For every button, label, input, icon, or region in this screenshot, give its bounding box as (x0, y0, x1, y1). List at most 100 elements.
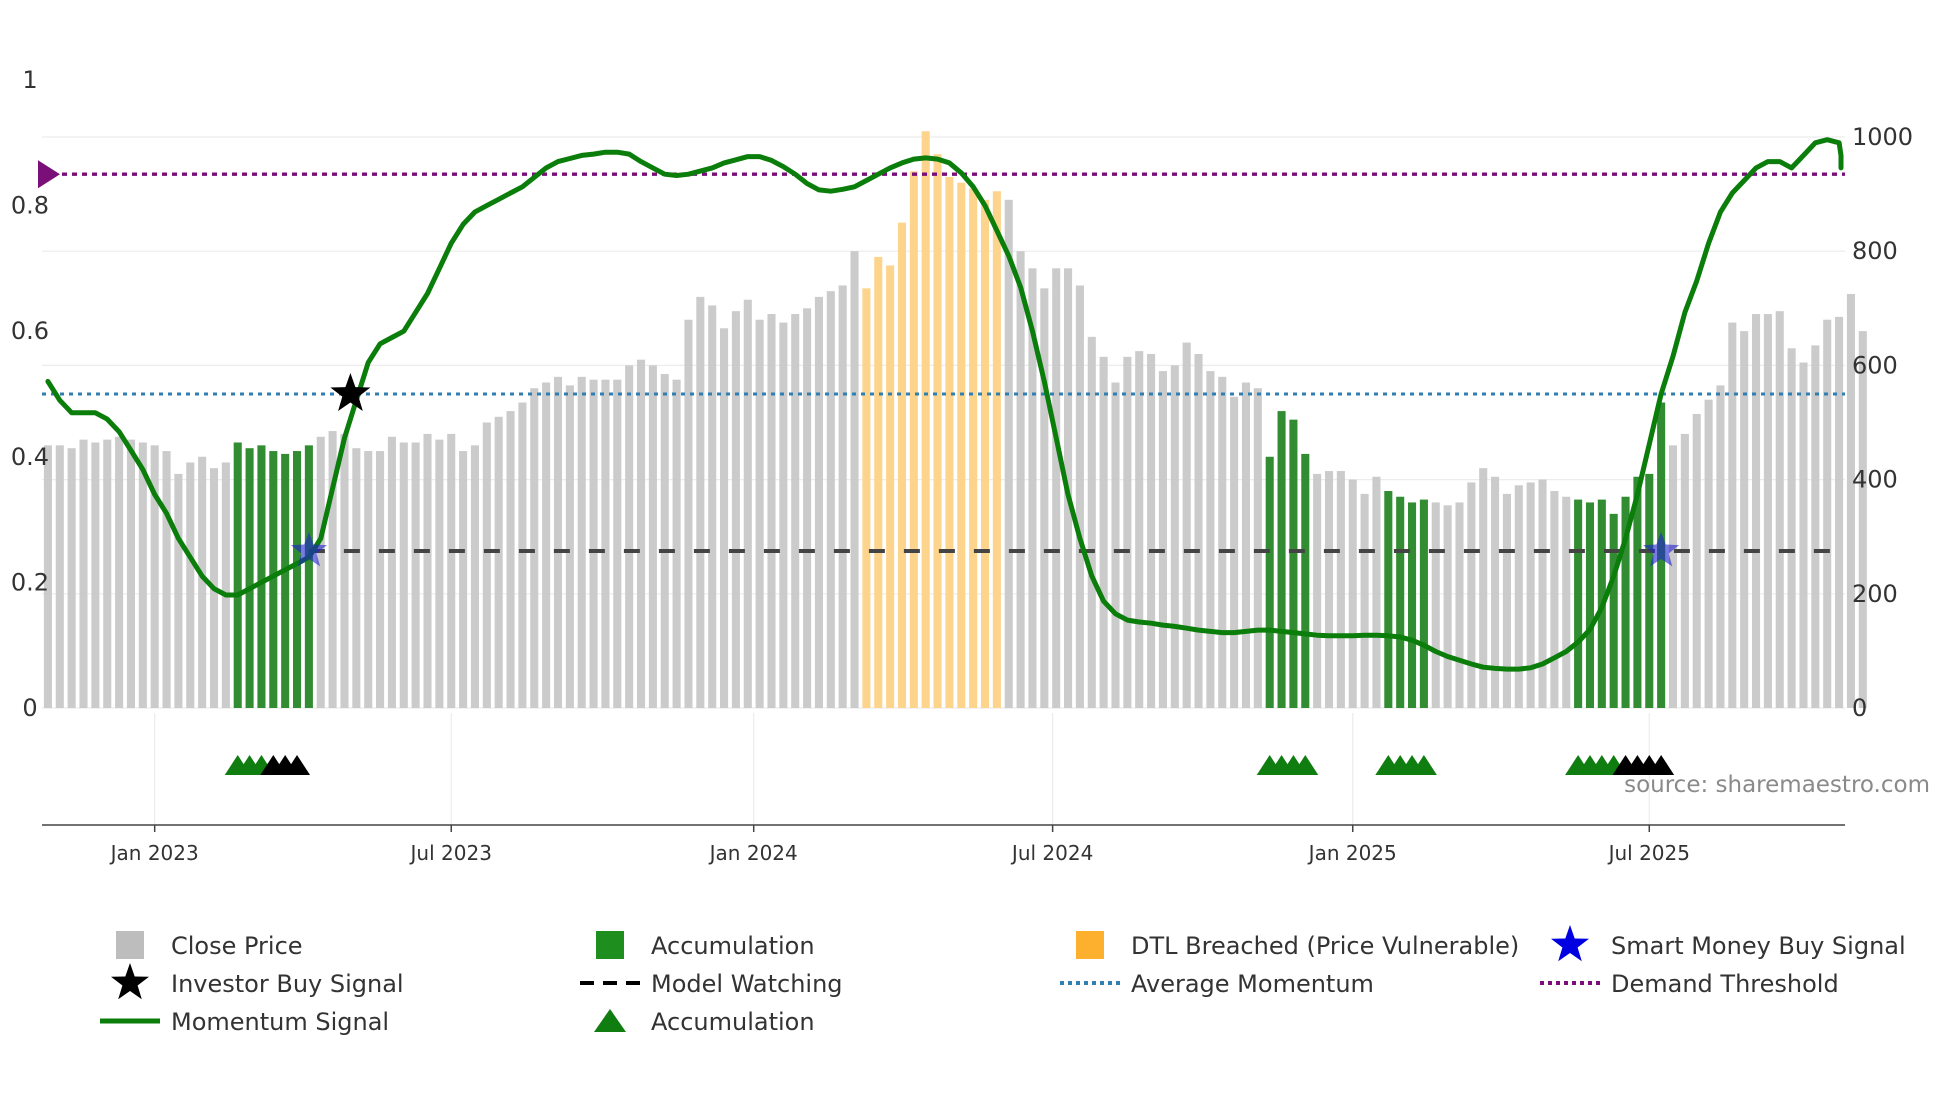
legend-item-4: Investor Buy Signal (111, 963, 404, 1000)
bar-week-44 (565, 385, 574, 708)
left-tick-3: 0.6 (11, 317, 49, 345)
bar-week-70 (874, 256, 883, 708)
bar-week-101 (1241, 382, 1251, 708)
bar-week-148 (1799, 362, 1808, 708)
bar-week-36 (470, 445, 479, 708)
accumulation-marker-5 (284, 755, 311, 775)
legend-item-5: Model Watching (580, 970, 843, 998)
bar-week-69 (862, 288, 871, 708)
bar-week-15 (221, 462, 230, 708)
bar-week-53 (672, 379, 681, 708)
bar-week-109 (1336, 471, 1345, 708)
legend-item-7: Demand Threshold (1540, 970, 1839, 998)
bar-week-119 (1455, 502, 1464, 708)
bar-week-35 (459, 451, 468, 708)
bar-week-144 (1752, 314, 1761, 708)
bar-week-153 (1858, 331, 1867, 708)
bar-week-41 (530, 388, 539, 708)
bar-week-84 (1040, 288, 1049, 708)
bar-week-59 (743, 299, 752, 708)
x-tick-3: Jul 2024 (1010, 841, 1093, 865)
bar-week-145 (1763, 314, 1772, 708)
bar-week-146 (1775, 311, 1784, 708)
bar-week-1 (55, 445, 64, 708)
bar-week-129 (1574, 499, 1583, 708)
legend-label-7: Demand Threshold (1611, 970, 1839, 998)
bar-week-72 (897, 222, 907, 708)
bar-week-68 (850, 251, 859, 708)
bar-week-47 (601, 379, 610, 708)
bar-week-137 (1668, 445, 1678, 708)
legend-label-6: Average Momentum (1131, 970, 1374, 998)
bar-week-93 (1147, 353, 1156, 708)
smart-money-buy-signal-0 (290, 532, 327, 567)
bar-week-110 (1348, 479, 1357, 708)
bar-week-43 (553, 376, 563, 708)
bar-week-71 (886, 265, 895, 708)
demand-threshold-marker (38, 160, 60, 189)
bar-week-58 (731, 311, 740, 708)
right-tick-0: 0 (1852, 694, 1867, 722)
bar-week-12 (186, 462, 195, 708)
bar-week-51 (648, 365, 657, 708)
legend-item-8: Momentum Signal (100, 1008, 389, 1036)
bar-week-34 (447, 433, 456, 708)
bar-week-151 (1835, 316, 1844, 708)
bar-week-2 (67, 448, 76, 708)
bar-week-85 (1052, 268, 1061, 708)
legend-item-2: DTL Breached (Price Vulnerable) (1076, 931, 1519, 960)
bar-week-118 (1443, 505, 1452, 708)
bar-week-21 (292, 451, 302, 708)
x-tick-5: Jul 2025 (1607, 841, 1690, 865)
bar-week-8 (138, 442, 147, 708)
bar-week-0 (43, 445, 52, 708)
bar-week-127 (1550, 491, 1559, 708)
bar-week-73 (909, 171, 918, 708)
bar-week-10 (162, 451, 171, 708)
momentum-signal-line (45, 137, 1844, 672)
bar-week-75 (933, 154, 942, 708)
bar-week-60 (755, 319, 764, 708)
bar-week-102 (1253, 388, 1262, 708)
left-tick-2: 0.4 (11, 443, 49, 471)
legend-label-1: Accumulation (651, 932, 815, 960)
bar-week-94 (1158, 371, 1167, 708)
legend-triangle-accumulation (594, 1009, 626, 1032)
bar-week-96 (1182, 342, 1191, 708)
bar-week-62 (779, 322, 788, 708)
bar-week-52 (660, 373, 669, 708)
bar-week-7 (126, 439, 135, 708)
left-tick-4: 0.8 (11, 192, 49, 220)
bar-week-135 (1645, 473, 1654, 708)
bar-week-133 (1621, 496, 1630, 708)
bar-week-16 (233, 442, 242, 708)
legend-label-2: DTL Breached (Price Vulnerable) (1131, 932, 1519, 960)
bar-week-23 (316, 436, 325, 708)
bar-week-28 (376, 451, 385, 708)
bar-week-57 (720, 328, 729, 708)
bar-week-99 (1218, 376, 1227, 708)
x-tick-0: Jan 2023 (109, 841, 199, 865)
bar-week-76 (945, 176, 954, 709)
accumulation-marker-13 (1410, 755, 1437, 775)
bar-week-39 (506, 411, 515, 708)
bar-week-139 (1692, 413, 1701, 708)
bar-week-152 (1846, 294, 1855, 708)
bar-week-25 (340, 433, 349, 708)
bar-week-124 (1514, 485, 1523, 708)
bar-week-113 (1384, 491, 1393, 708)
legend-swatch-accumulation (596, 931, 624, 959)
legend-item-3: Smart Money Buy Signal (1551, 925, 1906, 962)
legend-item-1: Accumulation (596, 931, 815, 960)
bar-week-83 (1028, 268, 1037, 708)
legend-item-0: Close Price (116, 931, 303, 960)
bar-week-66 (826, 291, 835, 708)
right-tick-2: 400 (1852, 466, 1898, 494)
legend-label-0: Close Price (171, 932, 303, 960)
bar-week-81 (1004, 199, 1013, 708)
bar-week-116 (1419, 499, 1428, 708)
legend-label-4: Investor Buy Signal (171, 970, 404, 998)
bar-week-63 (791, 314, 800, 708)
left-tick-0: 0 (22, 694, 37, 722)
